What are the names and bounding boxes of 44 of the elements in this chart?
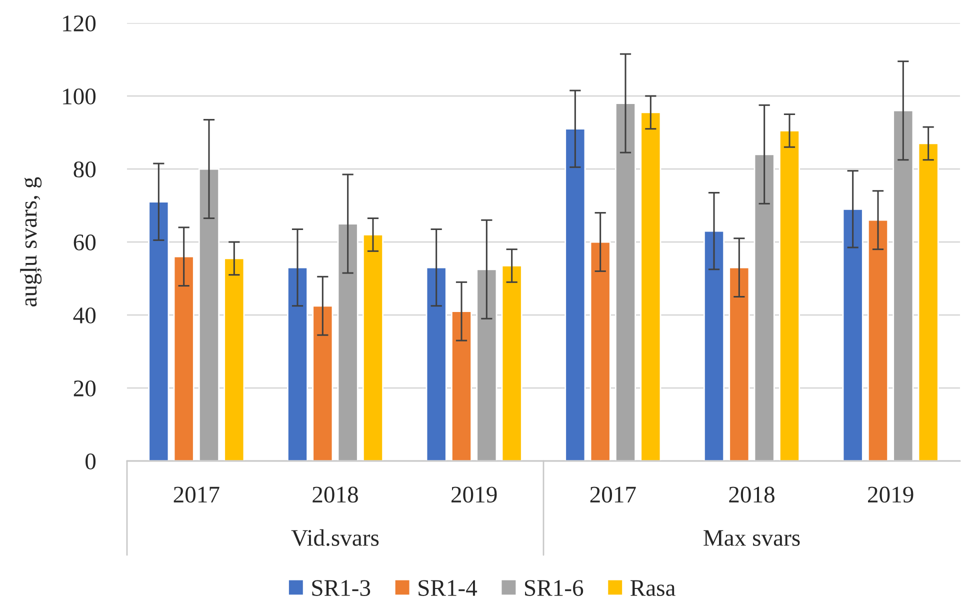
bar xyxy=(754,154,775,461)
legend-label: SR1-3 xyxy=(312,580,370,596)
bar xyxy=(173,256,194,461)
x-tick-label: 2019 xyxy=(452,486,497,503)
y-tick-label: 60 xyxy=(74,234,96,250)
bar xyxy=(892,110,914,461)
y-axis-title: augļu svars, g xyxy=(20,177,42,306)
legend-label: SR1-4 xyxy=(418,580,478,596)
y-tick-label: 100 xyxy=(63,88,96,104)
bar xyxy=(426,266,447,461)
y-tick-label: 80 xyxy=(74,161,96,178)
y-tick-label: 20 xyxy=(74,380,96,396)
x-tick-label: 2019 xyxy=(868,486,914,503)
bar xyxy=(867,219,889,461)
bar xyxy=(450,310,472,461)
x-tick-label: 2017 xyxy=(590,486,636,503)
bar xyxy=(640,112,662,461)
bar xyxy=(564,128,586,461)
bar xyxy=(312,305,334,461)
bar xyxy=(286,266,308,461)
x-tick-label: 2017 xyxy=(174,486,220,503)
bar xyxy=(362,234,384,461)
y-tick-label: 40 xyxy=(73,307,96,324)
bar xyxy=(198,168,220,461)
legend-label: SR1-6 xyxy=(525,580,584,596)
y-tick-label: 0 xyxy=(86,453,96,470)
bar xyxy=(337,223,358,461)
bar xyxy=(842,208,864,461)
bar xyxy=(918,142,939,461)
bar xyxy=(501,265,522,461)
x-tick-label: 2018 xyxy=(312,486,358,503)
y-tick-label: 120 xyxy=(63,15,96,32)
legend-label: Rasa xyxy=(630,580,676,596)
text: Max svars xyxy=(704,530,800,546)
bar xyxy=(224,258,245,461)
bar xyxy=(476,268,498,461)
text: Vid.svars xyxy=(291,529,379,546)
bar xyxy=(728,266,750,461)
bar xyxy=(703,230,725,461)
bar xyxy=(148,201,170,461)
bar xyxy=(590,241,611,461)
bar xyxy=(778,130,800,461)
bar xyxy=(614,102,636,461)
x-tick-label: 2018 xyxy=(729,486,774,503)
